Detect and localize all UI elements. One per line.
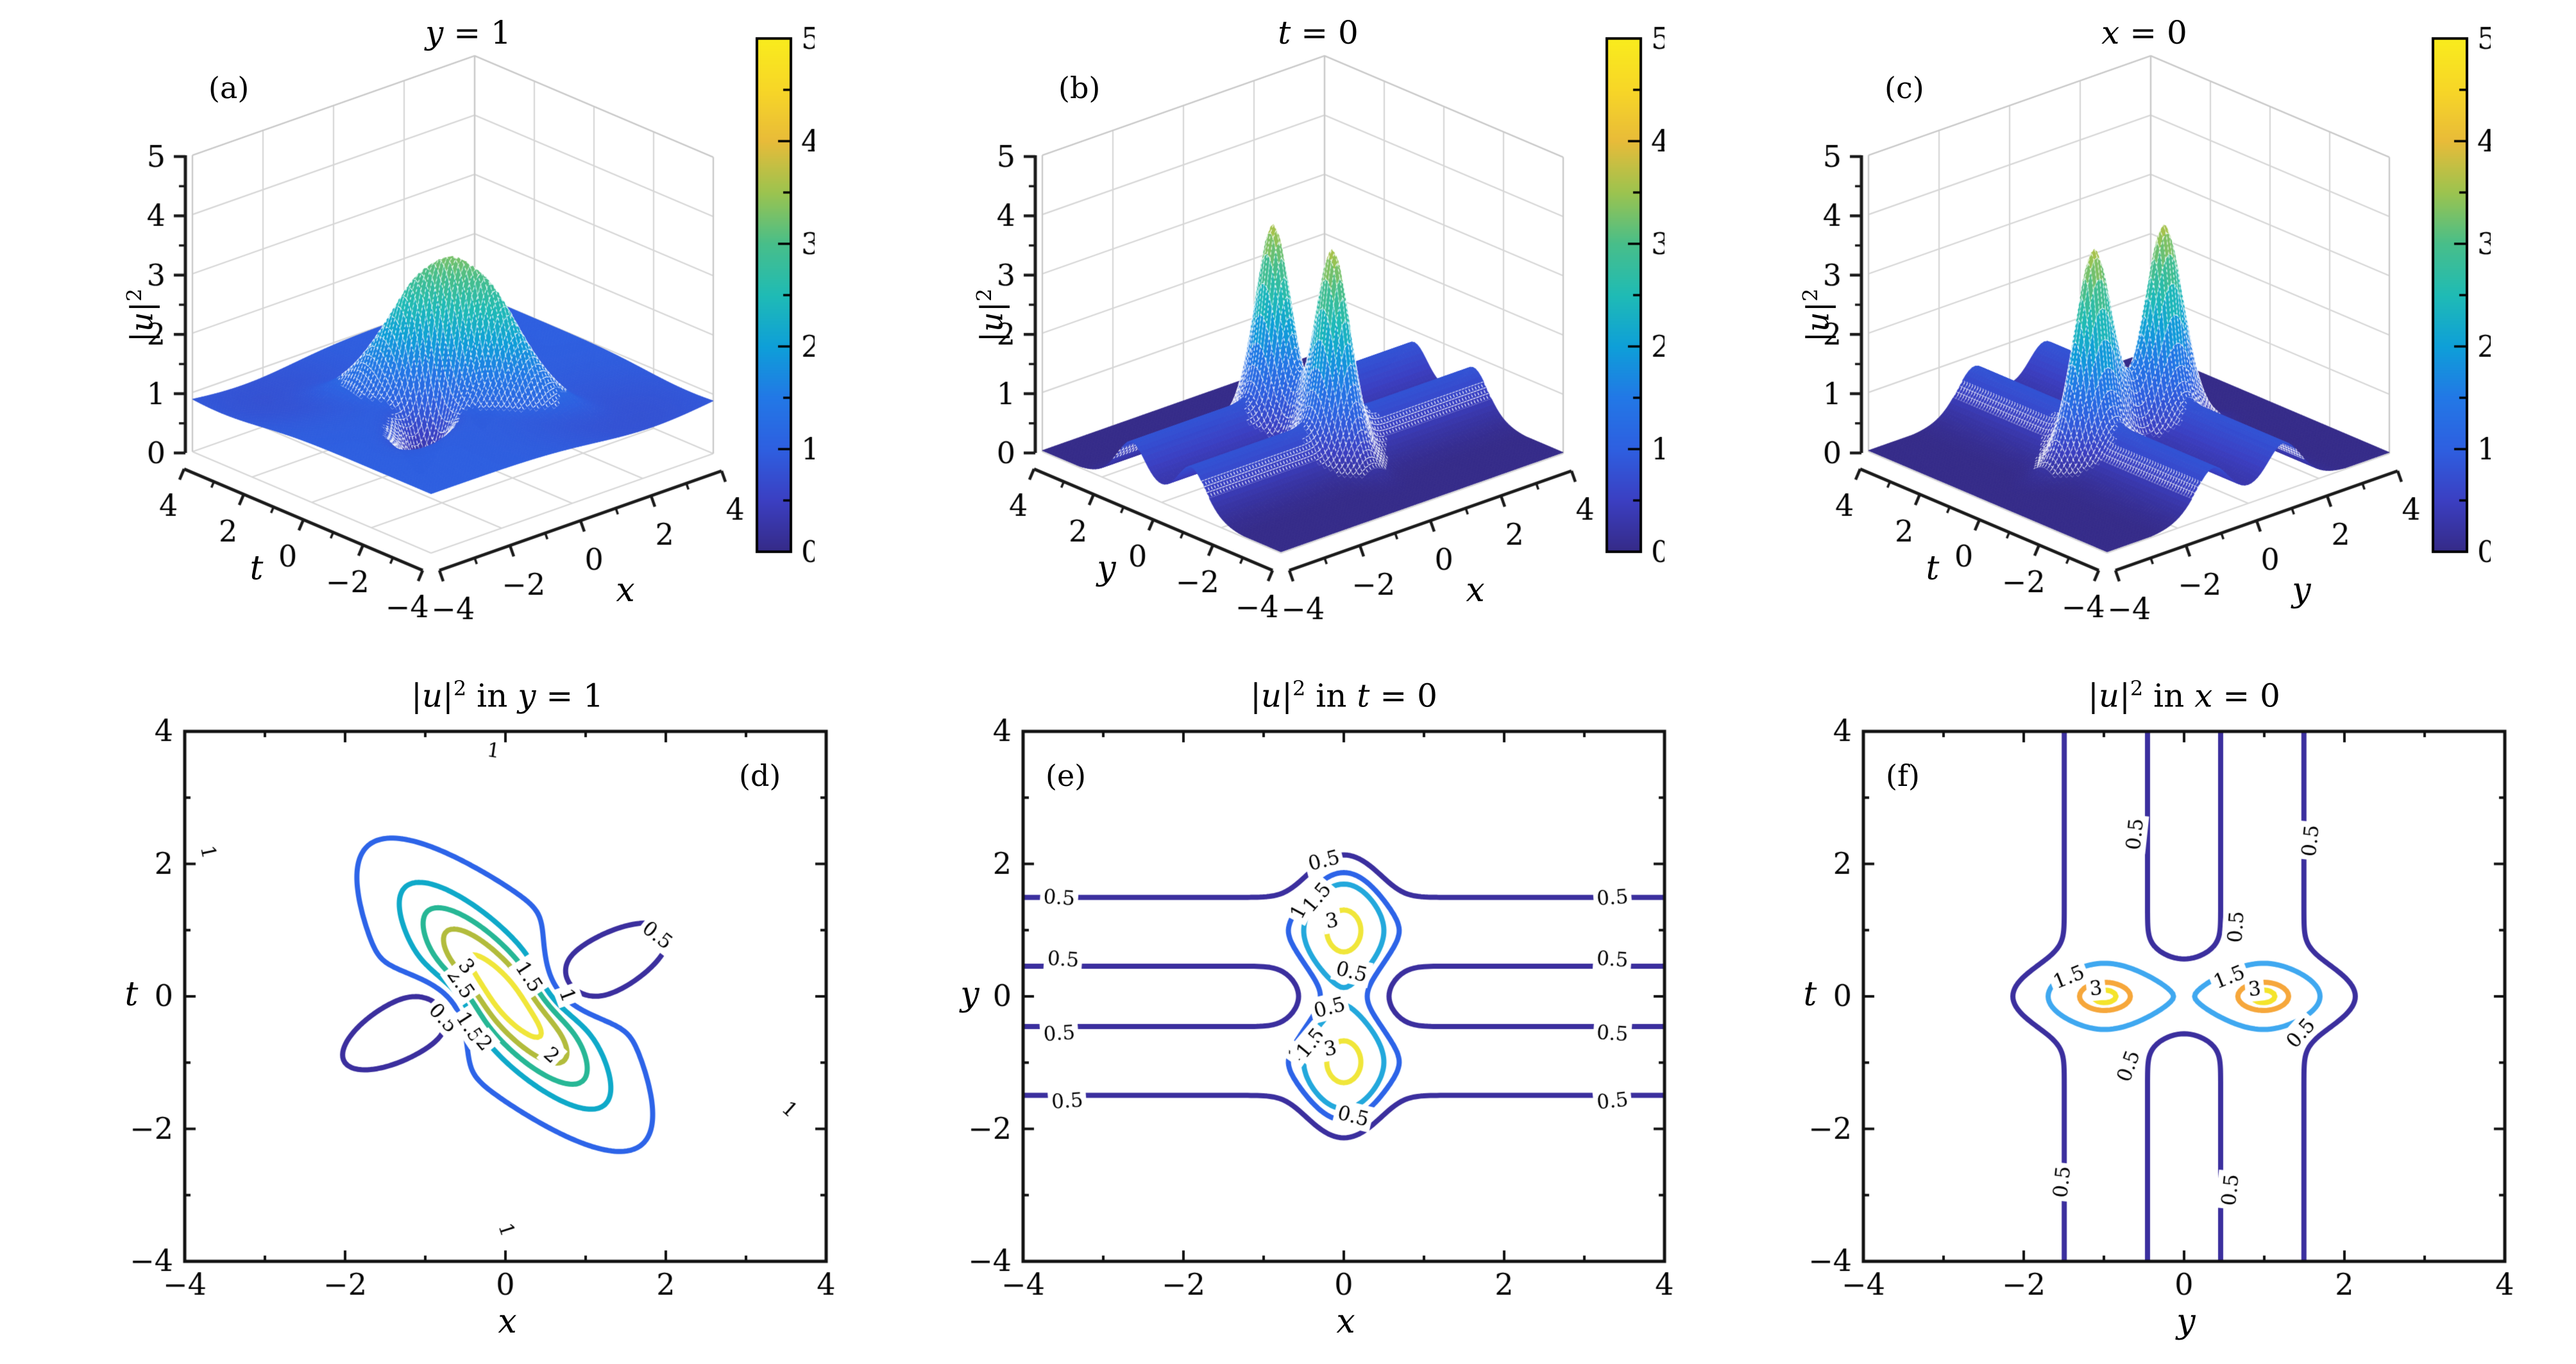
panel-c-left-axis-label: t — [1926, 549, 1940, 588]
panel-e-xlabel: x — [1336, 1302, 1355, 1341]
panel-d-xlabel: x — [498, 1302, 517, 1341]
panel-e-title: |u|2 in t = 0 — [1250, 676, 1437, 715]
panel-a-title: y = 1 — [425, 14, 511, 51]
panel-f-letter: (f) — [1886, 758, 1920, 793]
panel-b-letter: (b) — [1058, 71, 1101, 105]
surface-plot-a — [0, 0, 815, 648]
panel-e-letter: (e) — [1046, 758, 1087, 793]
panel-f-title: |u|2 in x = 0 — [2088, 676, 2280, 715]
panel-d-ylabel: t — [124, 975, 139, 1014]
panel-c-letter: (c) — [1885, 71, 1924, 105]
panel-b-right-axis-label: x — [1466, 571, 1485, 610]
panel-f-xlabel: y — [2176, 1302, 2196, 1341]
panel-c-right-axis-label: y — [2292, 571, 2311, 610]
panel-e-ylabel: y — [960, 975, 979, 1014]
panel-b-zlabel: |u|2 — [972, 288, 1010, 343]
panel-a-zlabel: |u|2 — [122, 288, 160, 343]
panel-d-title: |u|2 in y = 1 — [411, 676, 604, 715]
panel-a-letter: (a) — [208, 71, 250, 105]
contour-plot-f — [1780, 674, 2537, 1354]
contour-plot-d — [101, 674, 858, 1354]
panel-b-title: t = 0 — [1278, 14, 1359, 51]
panel-b-left-axis-label: y — [1097, 549, 1116, 588]
panel-d-letter: (d) — [739, 758, 781, 793]
panel-a-right-axis-label: x — [616, 571, 635, 610]
panel-c-zlabel: |u|2 — [1798, 288, 1836, 343]
contour-plot-e — [940, 674, 1697, 1354]
panel-f-ylabel: t — [1803, 975, 1817, 1014]
surface-plot-b — [850, 0, 1665, 648]
panel-c-title: x = 0 — [2101, 14, 2187, 51]
panel-a-left-axis-label: t — [250, 549, 264, 588]
surface-plot-c — [1676, 0, 2491, 648]
